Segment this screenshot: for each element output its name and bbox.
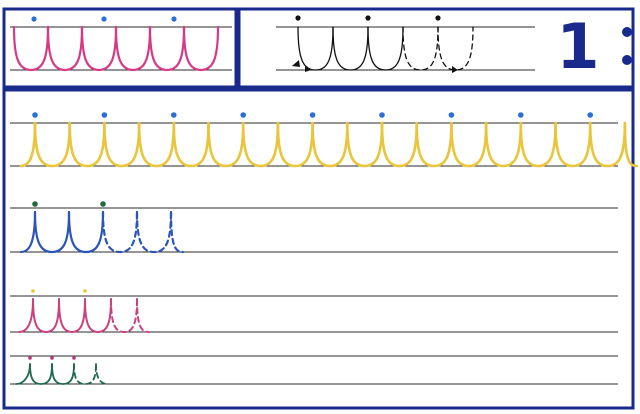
pattern-arch [12, 25, 50, 72]
pattern-arch [588, 121, 627, 168]
start-dot [31, 16, 37, 22]
pattern-arch [58, 298, 86, 334]
lead-in-stroke [18, 298, 34, 333]
pattern-arch [450, 121, 488, 168]
tail-stroke [623, 121, 639, 168]
ruled-lines [10, 26, 618, 385]
pattern-arch [241, 121, 280, 168]
pattern-arch [402, 26, 439, 71]
page-number: 1 [556, 10, 600, 83]
pattern-arch [207, 121, 245, 168]
start-dot [50, 356, 54, 360]
start-dot [240, 112, 246, 118]
pattern-arch [484, 121, 523, 168]
pattern-arch [380, 121, 418, 168]
pattern-arch [33, 210, 71, 254]
pattern-arch [32, 298, 60, 334]
start-dot [295, 15, 301, 21]
pattern-arch [415, 121, 453, 168]
binder-hole-bottom [622, 55, 632, 65]
pattern-arch [67, 210, 105, 254]
pattern-arch [137, 121, 176, 168]
pattern-arch [437, 26, 474, 71]
pattern-arch [297, 26, 334, 71]
start-dot [171, 112, 177, 118]
start-dot [100, 201, 106, 207]
pattern-arch [346, 121, 384, 168]
pattern-arch [103, 121, 141, 168]
pattern-arch [367, 26, 404, 71]
start-dot [32, 201, 38, 207]
pattern-arch [110, 298, 138, 334]
start-dot [83, 289, 87, 293]
pattern-arch [135, 210, 173, 254]
tail-stroke [169, 210, 185, 254]
start-dot [171, 16, 177, 22]
frame-guide [237, 7, 635, 89]
start-dot [28, 356, 32, 360]
pattern-arch [33, 121, 71, 168]
pattern-arch [311, 121, 349, 168]
pattern-arch [73, 363, 97, 385]
start-dot [309, 112, 316, 118]
pattern-arch [29, 363, 53, 385]
arrow-icon [452, 66, 458, 73]
pattern-arch [101, 210, 139, 254]
start-dot [448, 112, 455, 118]
tail-stroke [136, 298, 150, 333]
pattern-arch [80, 25, 118, 72]
frame-practice [2, 88, 635, 410]
handwriting-patterns [12, 15, 639, 385]
pattern-arch [276, 121, 314, 168]
tail-stroke [95, 363, 109, 385]
lead-in-stroke [15, 363, 31, 385]
lead-in-stroke [19, 210, 37, 254]
binder-hole-top [622, 27, 632, 37]
pattern-arch [172, 121, 210, 168]
pattern-arch [519, 121, 557, 168]
start-dot [72, 356, 76, 360]
pattern-arch [51, 363, 75, 385]
pattern-arch [46, 25, 84, 72]
pattern-arch [148, 25, 186, 72]
start-dot [32, 112, 38, 118]
pattern-arch [114, 25, 152, 72]
arrow-icon [292, 60, 300, 67]
start-dot [435, 15, 441, 21]
pattern-arch [182, 25, 220, 72]
frame-sample [2, 7, 238, 89]
start-dot [587, 112, 593, 118]
start-dot [518, 112, 524, 118]
start-dot [101, 112, 108, 118]
pattern-arch [554, 121, 592, 168]
start-dot [31, 289, 35, 293]
arrow-icon [305, 65, 311, 72]
pattern-arch [332, 26, 369, 71]
lead-in-stroke [19, 121, 37, 168]
pattern-arch [84, 298, 112, 334]
start-dot [101, 16, 107, 22]
start-dot [379, 112, 385, 118]
pattern-arch [68, 121, 106, 168]
start-dot [365, 15, 371, 21]
